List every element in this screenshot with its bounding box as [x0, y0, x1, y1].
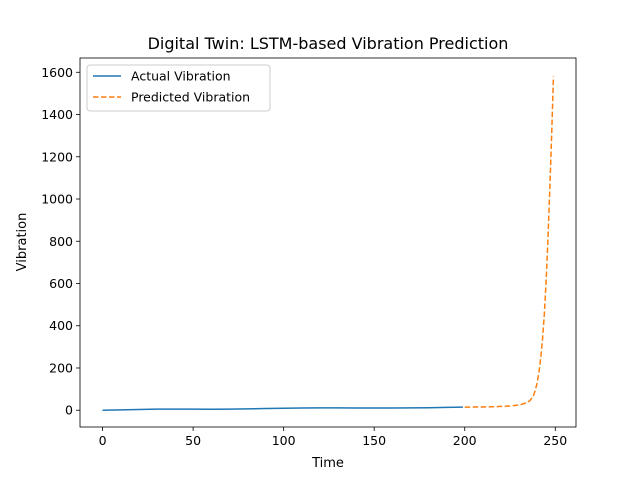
legend: Actual Vibration Predicted Vibration — [86, 64, 271, 112]
y-tick-label: 600 — [49, 276, 73, 291]
y-axis: 0 200 400 600 800 1000 1200 1400 1600 — [41, 65, 80, 418]
y-tick-label: 800 — [49, 234, 73, 249]
y-tick-label: 1400 — [41, 107, 73, 122]
x-tick-label: 200 — [453, 433, 477, 448]
axes-frame — [79, 57, 577, 428]
plot-area — [102, 76, 555, 411]
x-tick-label: 50 — [185, 433, 201, 448]
x-axis-label: Time — [311, 456, 344, 471]
x-tick-label: 0 — [99, 433, 107, 448]
legend-label-predicted: Predicted Vibration — [131, 90, 250, 105]
legend-box — [86, 64, 271, 112]
y-tick-label: 1200 — [41, 149, 73, 164]
chart-title: Digital Twin: LSTM-based Vibration Predi… — [148, 34, 509, 53]
y-tick-label: 1000 — [41, 192, 73, 207]
series-line-actual — [102, 406, 463, 411]
x-tick-label: 150 — [362, 433, 386, 448]
legend-label-actual: Actual Vibration — [131, 69, 231, 84]
y-axis-label: Vibration — [15, 213, 30, 272]
x-tick-label: 100 — [272, 433, 296, 448]
y-tick-label: 1600 — [41, 65, 73, 80]
y-tick-label: 200 — [49, 360, 73, 375]
x-axis: 0 50 100 150 200 250 — [99, 427, 567, 448]
y-tick-label: 0 — [65, 403, 73, 418]
y-tick-label: 400 — [49, 318, 73, 333]
series-line-predicted — [464, 76, 555, 408]
x-tick-label: 250 — [543, 433, 567, 448]
